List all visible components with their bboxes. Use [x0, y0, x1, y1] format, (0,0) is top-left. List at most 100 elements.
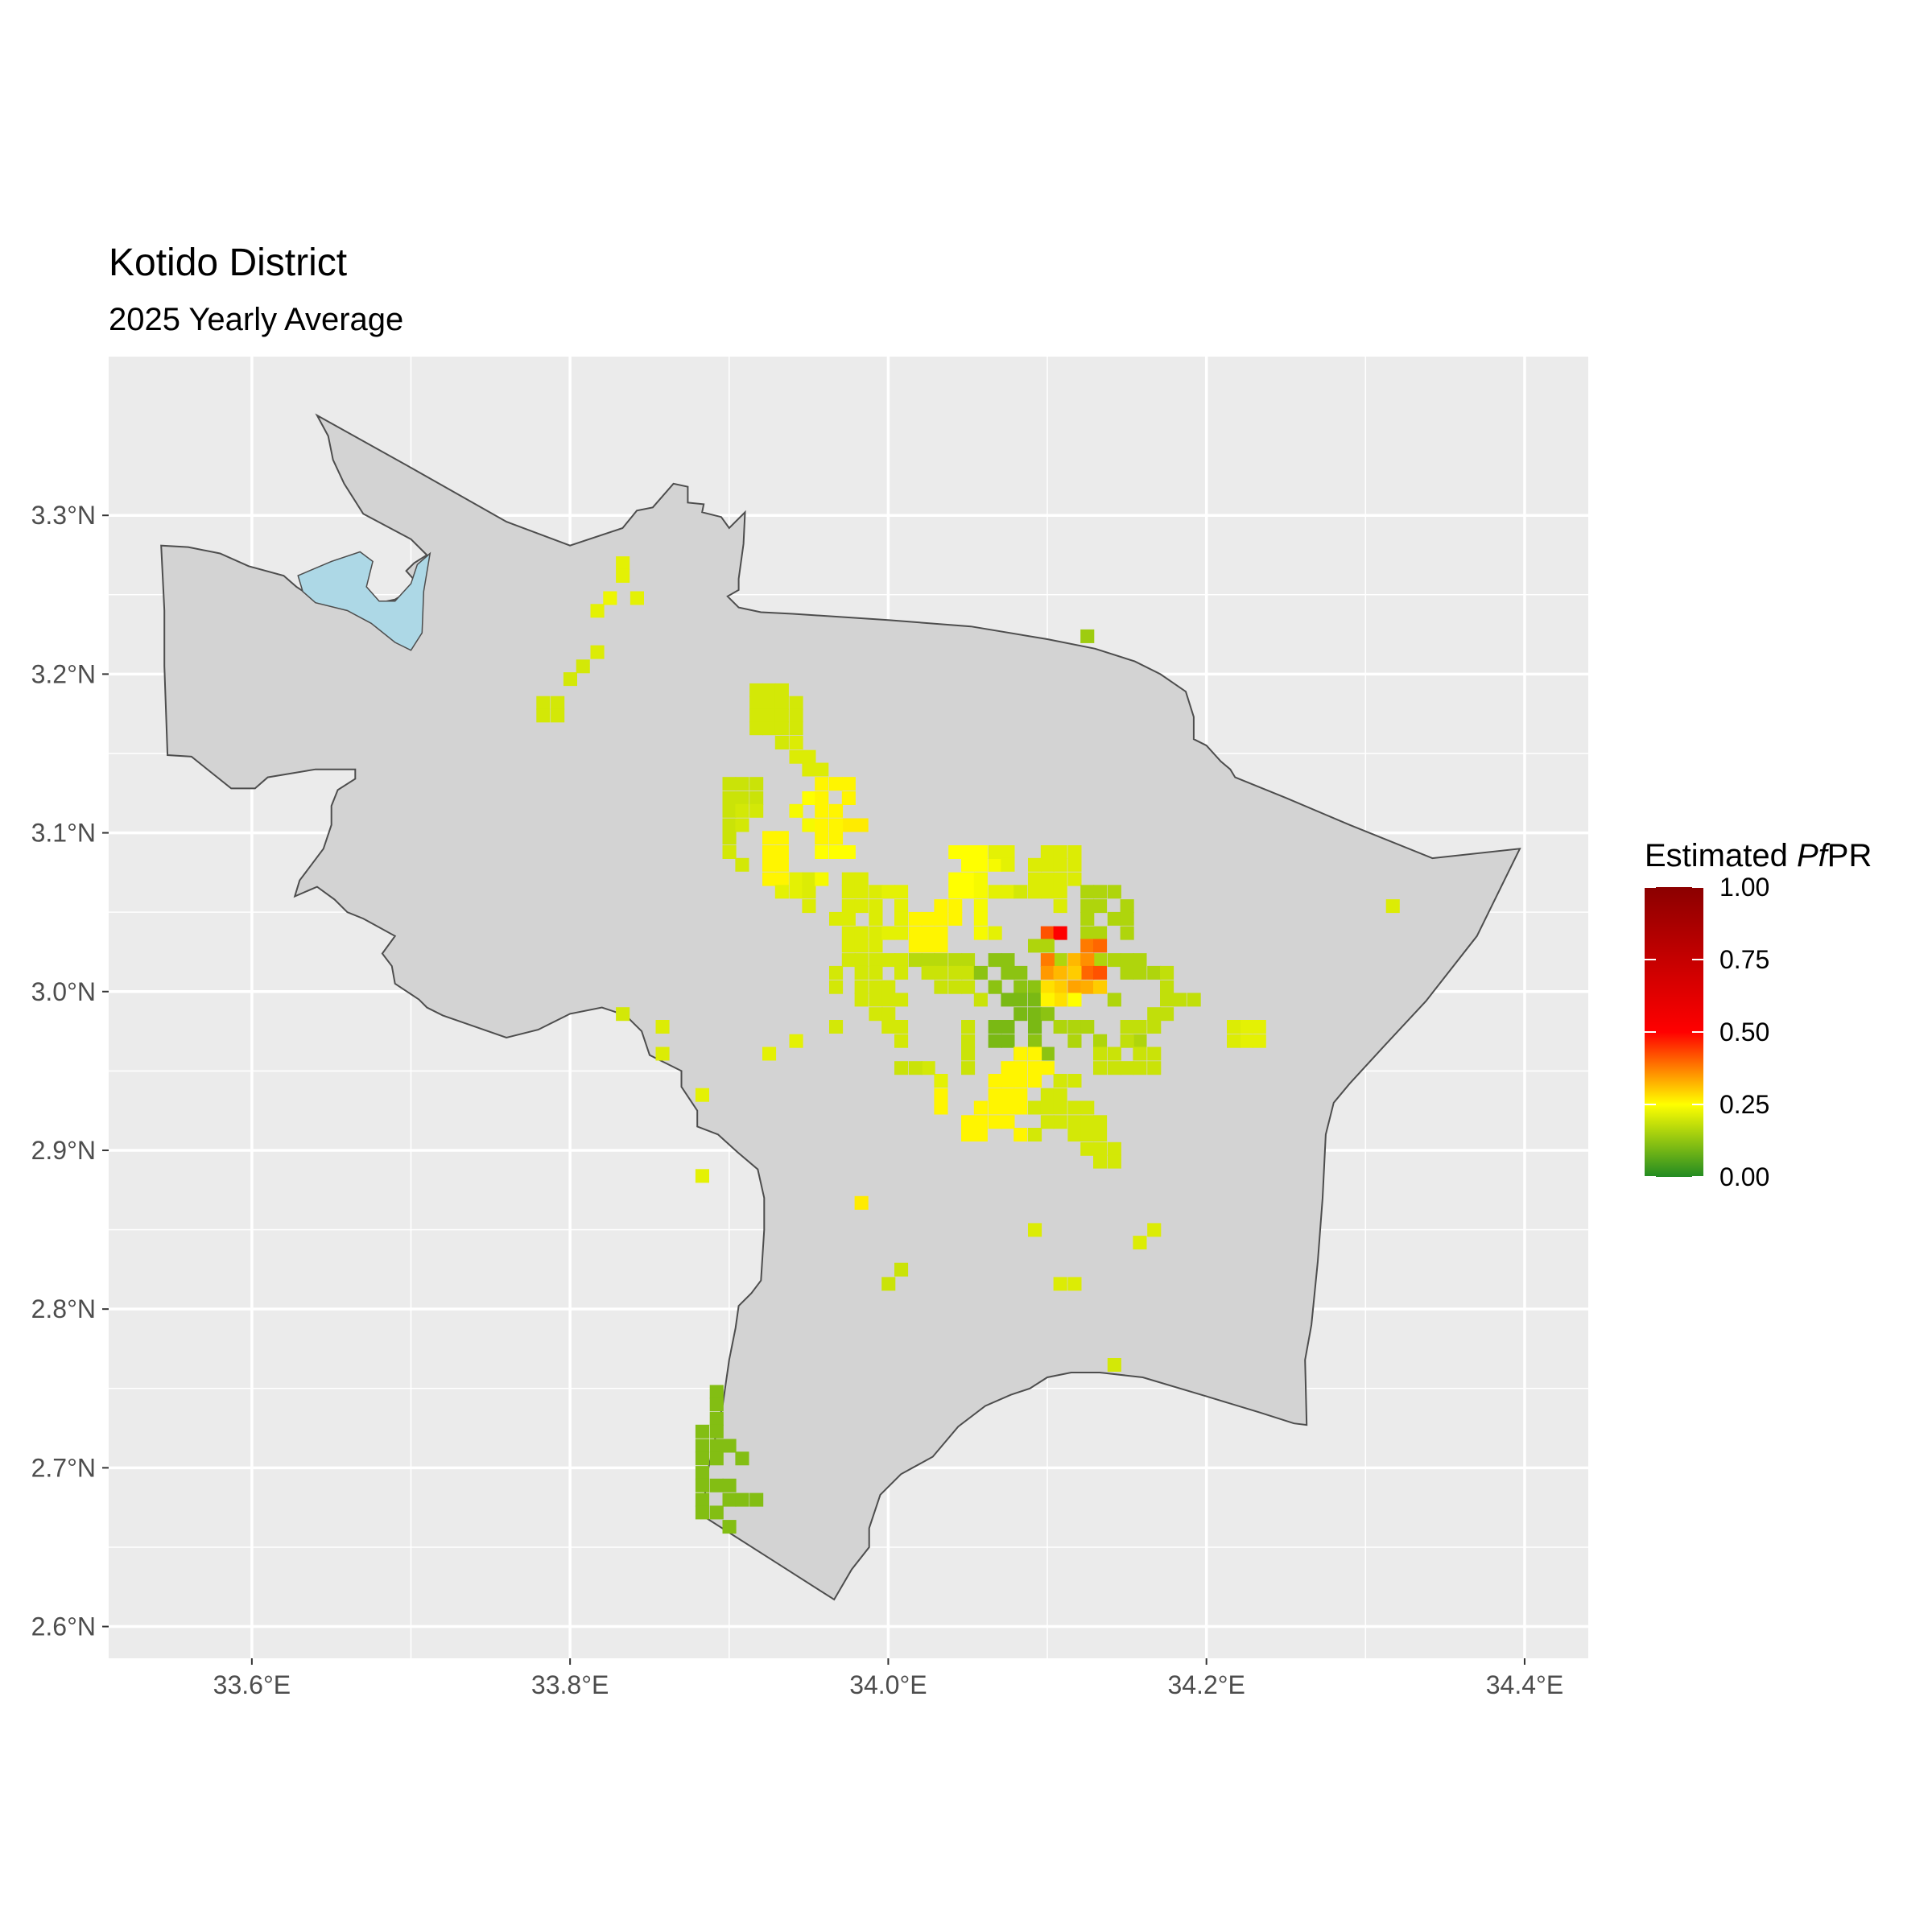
pfpr-cell — [695, 1466, 709, 1480]
pfpr-cell — [961, 965, 976, 980]
pfpr-cell — [695, 1169, 709, 1183]
pfpr-cell — [695, 1478, 709, 1492]
pfpr-cell — [709, 1439, 724, 1453]
pfpr-cells — [536, 556, 1400, 1534]
pfpr-cell — [1053, 872, 1067, 886]
pfpr-cell — [616, 1007, 630, 1022]
pfpr-cell — [789, 721, 803, 736]
pfpr-cell — [802, 791, 816, 805]
pfpr-cell — [1080, 1141, 1095, 1156]
pfpr-cell — [973, 926, 988, 940]
pfpr-cell — [722, 803, 737, 818]
pfpr-cell — [894, 1061, 909, 1075]
y-tick-label: 2.6°N — [31, 1612, 96, 1641]
legend: Estimated PfPR 1.00 0.75 0.50 0.25 0.00 — [1645, 838, 1872, 1191]
pfpr-cell — [841, 845, 856, 859]
pfpr-cell — [722, 818, 737, 832]
pfpr-cell — [774, 696, 789, 710]
pfpr-cell — [988, 1034, 1002, 1048]
pfpr-cell — [934, 1100, 948, 1115]
pfpr-cell — [869, 965, 883, 980]
pfpr-cell — [921, 965, 935, 980]
pfpr-cell — [722, 1478, 737, 1492]
pfpr-cell — [841, 899, 856, 914]
pfpr-cell — [841, 939, 856, 953]
y-tick-label: 2.9°N — [31, 1136, 96, 1165]
pfpr-cell — [988, 980, 1002, 994]
pfpr-cell — [1147, 1046, 1162, 1061]
pfpr-cell — [789, 749, 803, 764]
pfpr-cell — [1053, 1115, 1067, 1129]
y-tick-label: 2.8°N — [31, 1294, 96, 1323]
pfpr-cell — [961, 845, 976, 859]
pfpr-cell — [1001, 885, 1015, 899]
pfpr-cell — [961, 1020, 976, 1034]
pfpr-cell — [973, 872, 988, 886]
pfpr-cell — [1080, 899, 1095, 914]
pfpr-cell — [988, 953, 1002, 968]
pfpr-cell — [1133, 953, 1147, 968]
pfpr-cell — [1001, 1020, 1015, 1034]
pfpr-cell — [841, 926, 856, 940]
pfpr-cell — [1053, 953, 1067, 968]
pfpr-cell — [551, 708, 565, 723]
pfpr-cell — [789, 872, 803, 886]
pfpr-cell — [934, 899, 948, 914]
pfpr-cell — [1120, 1061, 1134, 1075]
pfpr-cell — [695, 1492, 709, 1507]
pfpr-cell — [762, 845, 777, 859]
pfpr-cell — [1013, 1100, 1028, 1115]
pfpr-cell — [1013, 1088, 1028, 1102]
pfpr-cell — [1001, 1074, 1015, 1088]
pfpr-cell — [762, 1046, 777, 1061]
pfpr-cell — [988, 845, 1002, 859]
pfpr-cell — [789, 885, 803, 899]
pfpr-cell — [961, 1061, 976, 1075]
pfpr-cell — [1172, 993, 1187, 1007]
pfpr-cell — [762, 857, 777, 872]
pfpr-cell — [1147, 1061, 1162, 1075]
pfpr-cell — [1067, 1128, 1082, 1141]
pfpr-cell — [854, 885, 869, 899]
pfpr-cell — [695, 1439, 709, 1453]
pfpr-cell — [802, 762, 816, 777]
pfpr-cell — [1093, 1154, 1108, 1169]
pfpr-cell — [908, 953, 923, 968]
pfpr-cell — [1080, 980, 1095, 994]
pfpr-cell — [1080, 1020, 1095, 1034]
pfpr-cell — [1093, 1115, 1108, 1129]
pfpr-cell — [881, 1020, 896, 1034]
pfpr-cell — [1120, 1020, 1134, 1034]
pfpr-cell — [881, 1277, 896, 1291]
y-tick-label: 3.0°N — [31, 977, 96, 1006]
pfpr-cell — [735, 803, 749, 818]
pfpr-cell — [934, 980, 948, 994]
pfpr-cell — [815, 818, 829, 832]
pfpr-cell — [749, 721, 764, 736]
pfpr-cell — [735, 1492, 749, 1507]
pfpr-cell — [881, 1007, 896, 1022]
pfpr-cell — [749, 708, 764, 723]
pfpr-cell — [789, 708, 803, 723]
x-tick-label: 34.0°E — [849, 1670, 927, 1699]
pfpr-cell — [961, 872, 976, 886]
pfpr-cell — [1013, 993, 1028, 1007]
pfpr-cell — [749, 1492, 764, 1507]
pfpr-cell — [1040, 939, 1055, 953]
x-tick-label: 34.2°E — [1167, 1670, 1245, 1699]
pfpr-cell — [1147, 1007, 1162, 1022]
pfpr-cell — [1107, 885, 1121, 899]
pfpr-cell — [869, 939, 883, 953]
legend-tick-label: 1.00 — [1719, 873, 1769, 902]
pfpr-cell — [551, 696, 565, 710]
pfpr-cell — [1028, 1020, 1042, 1034]
pfpr-cell — [1040, 965, 1055, 980]
pfpr-cell — [934, 1074, 948, 1088]
pfpr-cell — [1040, 845, 1055, 859]
pfpr-cell — [1013, 1007, 1028, 1022]
pfpr-cell — [1120, 1034, 1134, 1048]
pfpr-cell — [655, 1020, 670, 1034]
pfpr-cell — [1001, 1061, 1015, 1075]
pfpr-cell — [749, 696, 764, 710]
pfpr-cell — [774, 736, 789, 749]
